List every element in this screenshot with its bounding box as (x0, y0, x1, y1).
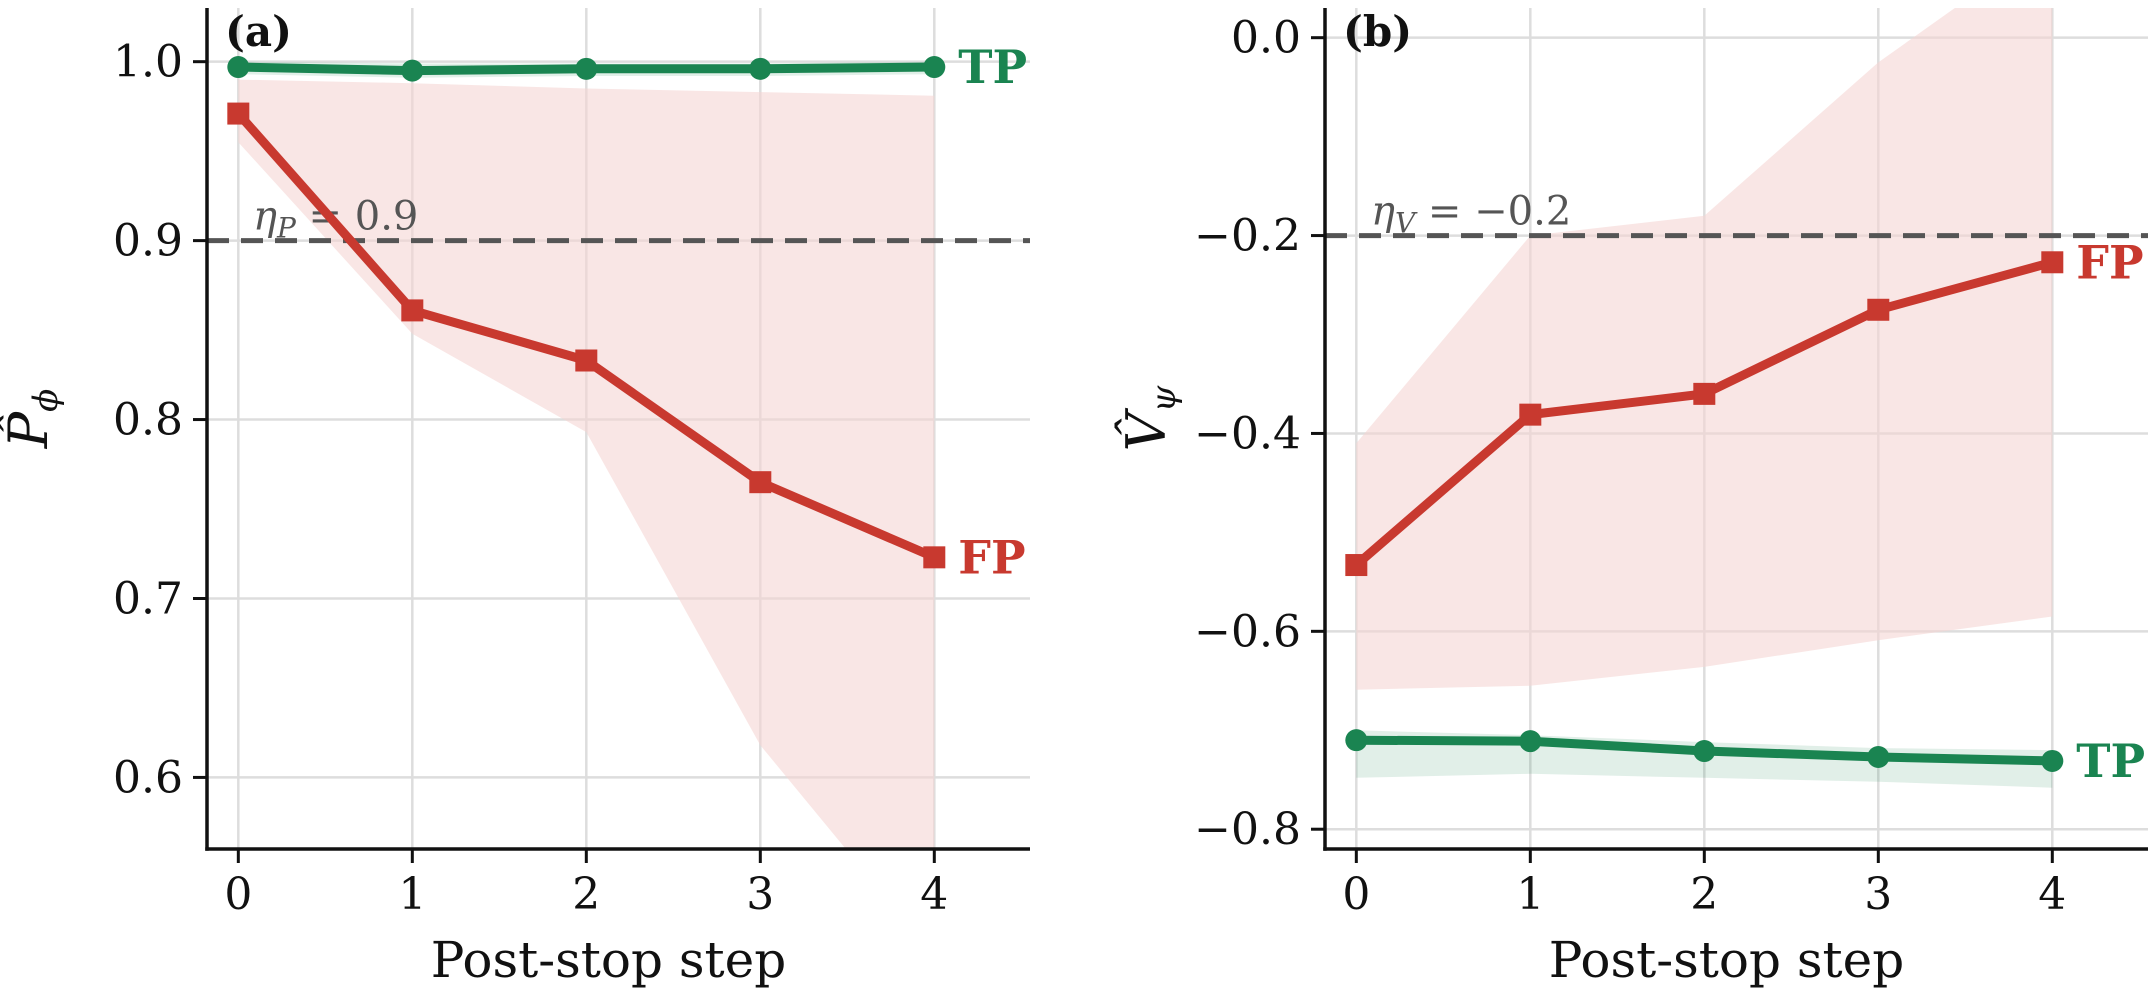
data-point-tp (227, 56, 250, 79)
series-fp: FP (227, 102, 1026, 584)
data-point-fp (575, 349, 598, 372)
y-tick-label: 0.8 (113, 395, 183, 446)
panel-a: ηP = 0.9 TP FP 0 1 2 3 4 0.6 0.7 0.8 0.9 1.0 Post-sto… (0, 7, 1030, 989)
series-tp: TP (227, 40, 1027, 94)
y-tick-label: 0.6 (113, 752, 183, 803)
x-tick-label: 1 (398, 869, 426, 920)
data-point-tp (923, 56, 946, 79)
data-point-fp (227, 102, 250, 125)
y-axis-title: V̂ψ (1114, 385, 1184, 451)
data-point-fp (749, 471, 772, 494)
data-point-fp (401, 299, 424, 322)
x-tick-label: 2 (572, 869, 600, 920)
panel-b: ηV = −0.2 FP TP 0 1 2 3 4 −0.8 −0.6 −0.4 −0.2 0.0 Pos… (1114, 7, 2148, 989)
series-tp: TP (1345, 729, 2145, 788)
y-tick-label: −0.6 (1194, 606, 1301, 657)
x-tick-label: 1 (1516, 869, 1544, 920)
series-label-tp: TP (958, 40, 1027, 94)
y-tick-label: 0.7 (113, 573, 183, 624)
x-tick-label: 4 (920, 869, 948, 920)
threshold-label: ηP = 0.9 (253, 194, 418, 245)
band-fp (238, 79, 935, 849)
x-tick-label: 2 (1690, 869, 1718, 920)
panel-label: (a) (225, 7, 292, 56)
series-label-tp: TP (2076, 734, 2145, 788)
series-label-fp: FP (2076, 235, 2143, 289)
data-point-fp (1693, 382, 1716, 405)
data-point-tp (1519, 730, 1542, 753)
data-point-tp (1693, 740, 1716, 763)
series-fp: FP (1345, 235, 2144, 577)
y-tick-label: −0.8 (1194, 804, 1301, 855)
y-tick-label: 0.0 (1231, 13, 1301, 64)
x-axis-title: Post-stop step (431, 931, 786, 989)
data-point-tp (575, 57, 598, 80)
data-point-tp (749, 57, 772, 80)
y-axis-title: P̂ϕ (0, 389, 66, 450)
panel-label: (b) (1343, 7, 1412, 56)
data-point-fp (923, 546, 946, 569)
y-tick-label: −0.2 (1194, 211, 1301, 262)
data-point-tp (401, 59, 424, 82)
band-fp (1356, 8, 2053, 690)
data-point-tp (1867, 745, 1890, 768)
y-tick-label: 0.9 (113, 216, 183, 267)
data-point-fp (1345, 554, 1368, 577)
data-point-fp (1867, 298, 1890, 321)
x-tick-label: 0 (224, 869, 252, 920)
data-point-tp (2041, 749, 2064, 772)
x-tick-label: 3 (746, 869, 774, 920)
data-point-fp (1519, 403, 1542, 426)
x-tick-label: 4 (2038, 869, 2066, 920)
x-axis-title: Post-stop step (1549, 931, 1904, 989)
x-tick-label: 3 (1864, 869, 1892, 920)
data-point-fp (2041, 251, 2064, 274)
y-tick-label: 1.0 (113, 37, 183, 88)
threshold-label: ηV = −0.2 (1371, 189, 1571, 240)
data-point-tp (1345, 729, 1368, 752)
series-label-fp: FP (958, 530, 1025, 584)
y-tick-label: −0.4 (1194, 408, 1301, 459)
x-tick-label: 0 (1342, 869, 1370, 920)
